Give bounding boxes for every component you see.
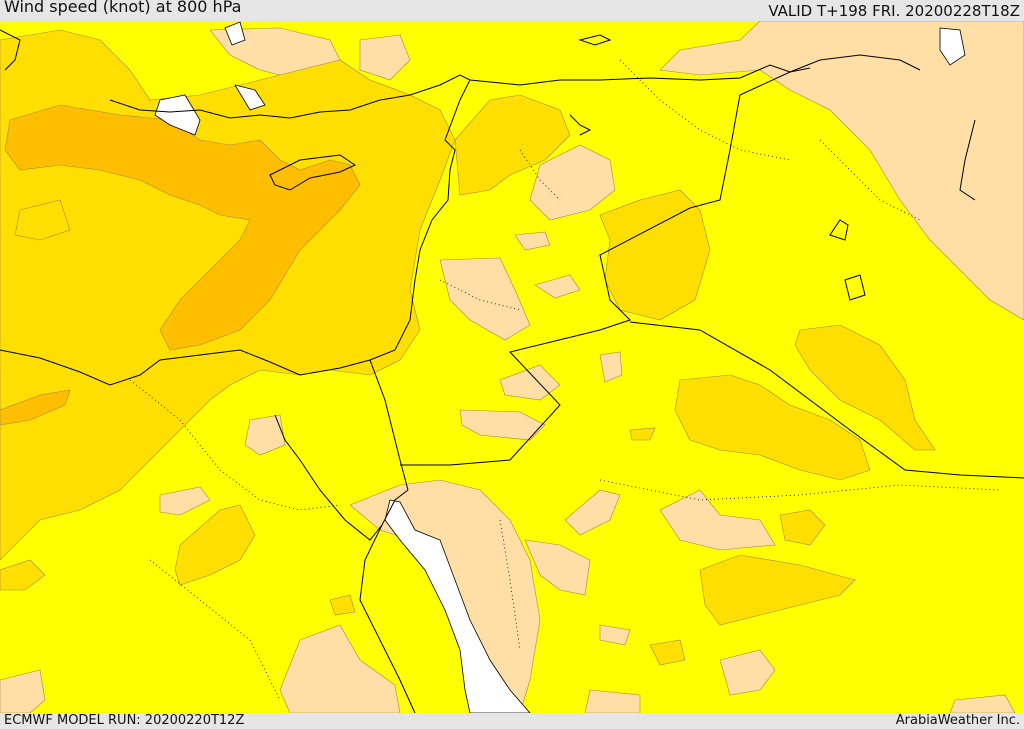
white-masked-areas (154, 21, 966, 713)
model-run: ECMWF MODEL RUN: 20200220T12Z (4, 713, 245, 728)
light-wind-band (0, 21, 1024, 713)
internal-boundaries (129, 59, 1001, 701)
bottom-bar: ECMWF MODEL RUN: 20200220T12Z ArabiaWeat… (0, 713, 1024, 729)
strong-wind-band (0, 104, 361, 426)
valid-time: VALID T+198 FRI. 20200228T18Z (768, 2, 1020, 20)
borders-and-coastlines (0, 29, 1024, 713)
map-title: Wind speed (knot) at 800 hPa (4, 0, 242, 16)
credit: ArabiaWeather Inc. (895, 713, 1020, 728)
top-bar: Wind speed (knot) at 800 hPa VALID T+198… (0, 0, 1024, 21)
wind-speed-map[interactable] (0, 21, 1024, 713)
